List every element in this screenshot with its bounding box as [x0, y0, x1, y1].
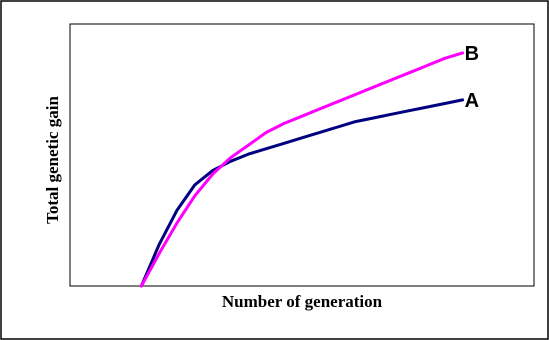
series-line-a	[139, 98, 465, 288]
series-line-b	[139, 51, 465, 288]
x-axis-title: Number of generation	[222, 292, 383, 311]
series-label-b: B	[465, 43, 479, 65]
series-label-a: A	[465, 90, 479, 112]
y-axis-title: Total genetic gain	[43, 96, 62, 224]
plot-area	[69, 23, 535, 287]
series-layer: AB	[139, 43, 479, 288]
